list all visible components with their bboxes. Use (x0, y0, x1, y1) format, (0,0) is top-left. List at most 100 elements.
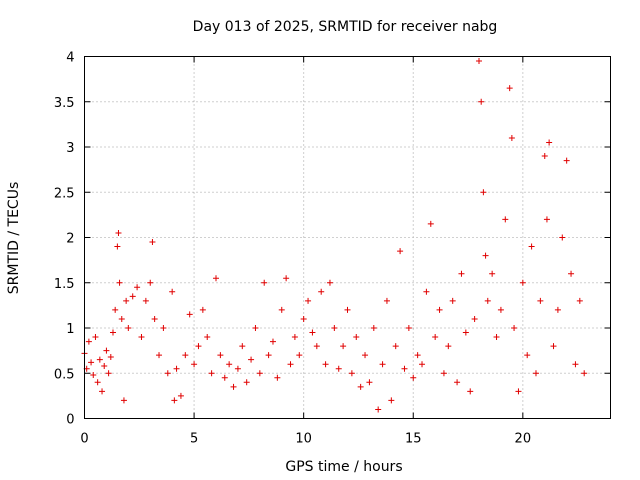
data-point (230, 383, 237, 390)
data-point (340, 343, 347, 350)
data-point (120, 397, 127, 404)
data-point (458, 270, 465, 277)
data-point (493, 334, 500, 341)
data-point (101, 363, 108, 370)
data-point (375, 406, 382, 413)
data-point (541, 153, 548, 160)
data-point (471, 315, 478, 322)
data-point (322, 361, 329, 368)
data-point (123, 297, 130, 304)
data-point (532, 370, 539, 377)
data-point (92, 334, 99, 341)
data-point (160, 325, 167, 331)
data-point (208, 370, 215, 377)
data-point (554, 306, 561, 313)
data-point (462, 329, 469, 336)
data-point (357, 383, 364, 390)
data-point (226, 361, 233, 368)
data-point (278, 306, 285, 313)
data-point (335, 365, 342, 372)
data-point (511, 325, 518, 331)
data-point (467, 388, 474, 395)
data-point (528, 243, 535, 250)
data-point (405, 325, 412, 331)
data-point (256, 370, 263, 377)
data-point (414, 352, 421, 359)
data-point (156, 352, 163, 359)
data-point (217, 352, 224, 359)
grid (84, 56, 611, 419)
data-point (546, 139, 553, 146)
data-point (379, 361, 386, 368)
data-point (138, 334, 145, 341)
data-point (559, 234, 566, 241)
data-point (182, 352, 189, 359)
x-tick-label: 0 (80, 432, 88, 447)
data-point (261, 279, 268, 286)
data-point (248, 356, 255, 363)
data-point (423, 288, 430, 295)
data-point (291, 334, 298, 341)
data-point (186, 311, 193, 318)
x-tick-label: 10 (295, 432, 312, 447)
x-tick-label: 5 (190, 432, 198, 447)
data-point (445, 343, 452, 350)
data-point (114, 243, 121, 250)
data-point (195, 343, 202, 350)
data-point (581, 370, 588, 377)
data-point (283, 275, 290, 282)
data-point (107, 353, 114, 360)
data-point (454, 379, 461, 386)
data-point (410, 374, 417, 381)
data-point (173, 365, 180, 372)
data-point (149, 239, 156, 246)
data-point (309, 329, 316, 336)
data-point (392, 343, 399, 350)
data-point (147, 279, 154, 286)
y-tick-label: 1 (66, 322, 74, 337)
data-point (243, 379, 250, 386)
data-point (519, 279, 526, 286)
data-point (199, 306, 206, 313)
data-point (221, 374, 228, 381)
data-point (96, 356, 103, 363)
data-point (427, 220, 434, 227)
data-point (366, 379, 373, 386)
data-point (90, 372, 97, 379)
y-tick-label: 2.5 (54, 186, 75, 201)
data-point (112, 306, 119, 313)
data-point (326, 279, 333, 286)
data-point (401, 365, 408, 372)
data-point (383, 297, 390, 304)
data-point (274, 374, 281, 381)
data-point (105, 370, 112, 377)
data-point (109, 329, 116, 336)
data-point (440, 370, 447, 377)
data-point (550, 343, 557, 350)
data-points (81, 58, 588, 413)
data-point (344, 306, 351, 313)
data-point (265, 352, 272, 359)
data-point (115, 229, 122, 236)
data-point (116, 279, 123, 286)
data-point (508, 134, 515, 141)
data-point (572, 361, 579, 368)
data-point (239, 343, 246, 350)
data-point (204, 334, 211, 341)
x-axis-label: GPS time / hours (285, 459, 402, 475)
y-tick-label: 3 (66, 141, 74, 156)
y-axis-label: SRMTID / TECUs (6, 182, 22, 295)
y-tick-label: 0.5 (54, 367, 75, 382)
chart-title: Day 013 of 2025, SRMTID for receiver nab… (193, 19, 498, 35)
data-point (88, 359, 95, 366)
data-point (234, 365, 241, 372)
data-point (300, 315, 307, 322)
data-point (436, 306, 443, 313)
data-point (502, 216, 509, 223)
data-point (543, 216, 550, 223)
axes: 0 0.5 1 1.5 2 2.5 3 3.5 4 0 5 10 15 20 (54, 51, 611, 447)
data-point (134, 284, 141, 291)
y-tick-label: 2 (66, 232, 74, 247)
